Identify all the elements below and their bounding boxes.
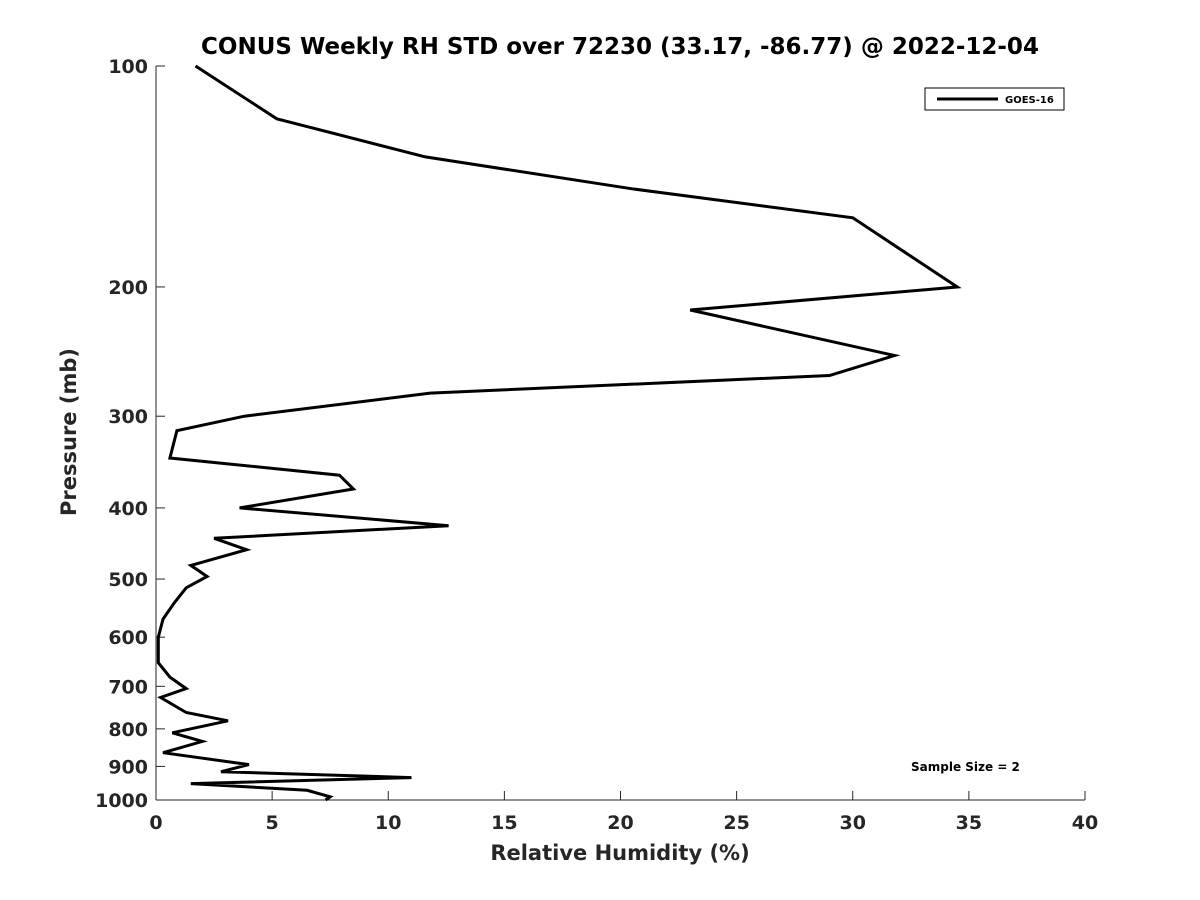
y-tick-label: 900: [108, 756, 148, 778]
y-tick-label: 100: [108, 56, 148, 78]
x-axis-label: Relative Humidity (%): [490, 841, 749, 865]
legend: GOES-16: [924, 87, 1065, 111]
y-tick-label: 400: [108, 498, 148, 520]
x-tick-label: 35: [956, 812, 982, 834]
axes: 0 5 10 15 20 25 30 35 40 100 200 300 400 500 600 700 800…: [95, 56, 1098, 834]
x-tick-label: 25: [723, 812, 749, 834]
y-axis-label: Pressure (mb): [57, 348, 81, 516]
y-tick-label: 1000: [95, 790, 148, 812]
x-tick-label: 15: [491, 812, 517, 834]
series-line-goes-16: [156, 64, 962, 802]
chart-title: CONUS Weekly RH STD over 72230 (33.17, -…: [201, 34, 1039, 60]
y-tick-label: 200: [108, 277, 148, 299]
y-tick-label: 600: [108, 627, 148, 649]
x-tick-label: 30: [840, 812, 866, 834]
y-tick-label: 500: [108, 569, 148, 591]
x-tick-label: 0: [149, 812, 162, 834]
x-tick-label: 20: [607, 812, 633, 834]
legend-label: GOES-16: [1005, 95, 1054, 106]
y-tick-label: 300: [108, 406, 148, 428]
y-tick-label: 700: [108, 676, 148, 698]
sample-size-annotation: Sample Size = 2: [911, 760, 1020, 774]
x-tick-label: 10: [375, 812, 401, 834]
x-tick-label: 40: [1072, 812, 1098, 834]
plot-area: [156, 64, 962, 802]
x-tick-label: 5: [266, 812, 279, 834]
y-tick-label: 800: [108, 719, 148, 741]
